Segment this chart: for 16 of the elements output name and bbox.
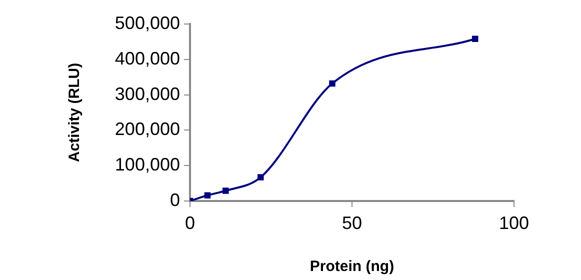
point [222,188,229,194]
y-axis-title: Activity (RLU) [66,62,84,162]
y-tick-label: 0 [170,190,180,210]
y-tick-label: 300,000 [114,84,180,104]
x-tick-label: 50 [342,212,362,233]
y-tick-label: 200,000 [114,119,180,140]
y-tick-label: 100,000 [114,154,180,175]
point [204,192,211,198]
x-tick-label: 100 [498,212,530,233]
x-axis-title: Protein (ng) [310,258,394,276]
point [472,36,478,42]
point [329,80,336,87]
point [258,174,264,180]
y-tick-label: 400,000 [114,48,180,68]
x-tick-label: 0 [184,212,196,233]
y-tick-label: 500,000 [114,12,180,33]
